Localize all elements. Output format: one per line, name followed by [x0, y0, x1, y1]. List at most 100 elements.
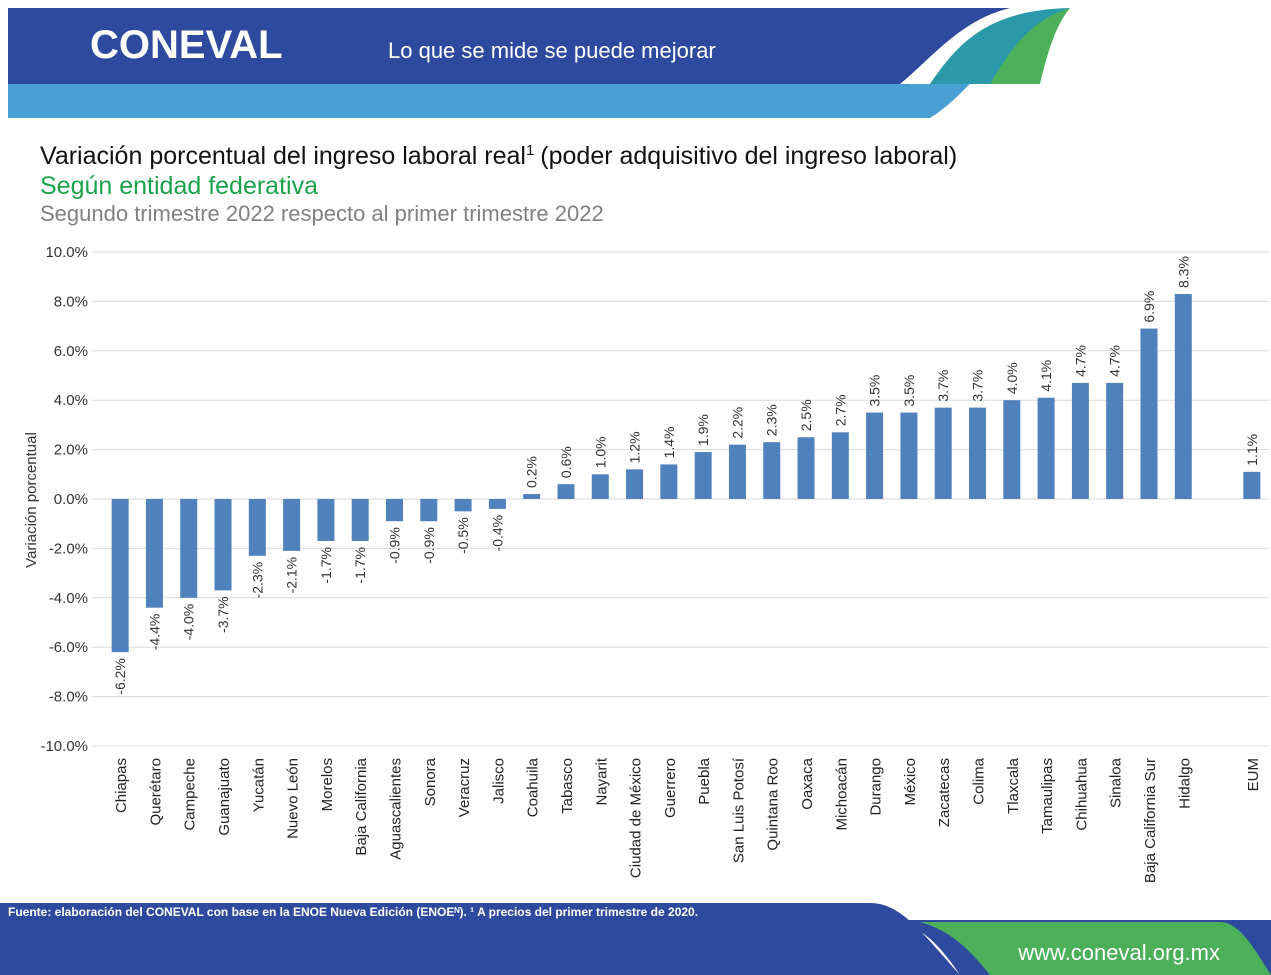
bar — [831, 432, 849, 499]
value-label: 3.5% — [901, 375, 917, 407]
bar — [420, 499, 438, 522]
y-tick-label: 6.0% — [54, 343, 88, 360]
bar — [797, 437, 815, 499]
y-tick-label: 0.0% — [54, 491, 88, 508]
footer-band — [0, 903, 960, 975]
bar — [866, 412, 884, 499]
value-label: -6.2% — [112, 658, 128, 695]
value-label: 3.7% — [970, 370, 986, 402]
bar — [386, 499, 403, 522]
x-tick-label: Guanajuato — [216, 758, 233, 836]
value-label: 3.7% — [935, 370, 951, 402]
value-label: 4.1% — [1038, 360, 1054, 392]
value-label: 4.7% — [1107, 345, 1123, 377]
bar — [145, 499, 163, 608]
value-label: -0.4% — [489, 515, 505, 552]
bar — [1243, 471, 1261, 499]
bar — [180, 499, 198, 598]
bar — [1140, 328, 1158, 499]
x-tick-label: Baja California — [353, 757, 370, 855]
tagline: Lo que se mide se puede mejorar — [388, 38, 716, 63]
y-tick-label: -2.0% — [49, 540, 88, 557]
value-label: 1.0% — [592, 436, 608, 468]
x-tick-label: Baja California Sur — [1142, 758, 1159, 883]
header-band-light — [8, 40, 1010, 118]
bar — [488, 499, 506, 509]
x-tick-label: Tlaxcala — [1005, 757, 1022, 814]
value-label: 1.4% — [661, 426, 677, 458]
value-label: 2.7% — [832, 394, 848, 426]
x-tick-label: EUM — [1245, 758, 1262, 791]
chart-subtitle2: Segundo trimestre 2022 respecto al prime… — [40, 201, 604, 226]
x-tick-label: Michoacán — [833, 758, 850, 831]
x-tick-label: Sonora — [422, 757, 439, 806]
value-label: 4.7% — [1072, 345, 1088, 377]
header-swoosh-green — [990, 8, 1070, 84]
bar — [1106, 382, 1124, 499]
x-tick-label: Querétaro — [147, 758, 164, 826]
x-tick-label: Puebla — [696, 757, 713, 804]
x-tick-label: Hidalgo — [1176, 758, 1193, 809]
y-tick-label: 8.0% — [54, 293, 88, 310]
value-label: -0.9% — [421, 527, 437, 564]
value-label: 6.9% — [1141, 291, 1157, 323]
x-tick-label: Quintana Roo — [765, 758, 782, 851]
value-label: -1.7% — [352, 547, 368, 584]
y-tick-label: -10.0% — [40, 738, 88, 755]
value-label: 3.5% — [867, 375, 883, 407]
bar — [351, 499, 369, 541]
value-label: 1.9% — [695, 414, 711, 446]
bar — [934, 407, 952, 499]
bar — [1003, 400, 1021, 499]
value-label: 4.0% — [1004, 362, 1020, 394]
y-tick-label: 2.0% — [54, 442, 88, 459]
x-tick-label: Coahuila — [525, 757, 542, 817]
x-tick-label: Zacatecas — [936, 758, 953, 827]
x-tick-label: Aguascalientes — [388, 758, 405, 860]
value-label: 1.1% — [1244, 434, 1260, 466]
bar — [557, 484, 575, 499]
x-tick-label: Veracruz — [456, 758, 473, 817]
value-label: 1.2% — [627, 431, 643, 463]
footer-url: www.coneval.org.mx — [1017, 940, 1220, 965]
x-tick-label: Nayarit — [593, 757, 610, 805]
value-label: -2.1% — [284, 557, 300, 594]
bar — [694, 452, 712, 499]
chart-subtitle: Según entidad federativa — [40, 172, 318, 200]
bar — [969, 407, 986, 499]
chart-title: Variación porcentual del ingreso laboral… — [40, 142, 957, 170]
value-label: 2.2% — [729, 407, 745, 439]
x-tick-label: Tamaulipas — [1039, 758, 1056, 834]
x-tick-label: San Luis Potosí — [730, 757, 747, 863]
y-tick-label: 4.0% — [54, 392, 88, 409]
x-tick-label: México — [902, 758, 919, 806]
x-tick-label: Guerrero — [662, 758, 679, 818]
x-tick-label: Nuevo León — [285, 758, 302, 839]
bar — [317, 499, 335, 541]
x-tick-label: Yucatán — [250, 758, 267, 812]
bar — [900, 412, 918, 499]
x-tick-label: Oaxaca — [799, 757, 816, 809]
bar — [728, 444, 746, 499]
value-label: -0.9% — [387, 527, 403, 564]
x-tick-label: Morelos — [319, 758, 336, 811]
bar — [248, 499, 266, 556]
y-tick-label: 10.0% — [45, 244, 88, 261]
footer-source: Fuente: elaboración del CONEVAL con base… — [8, 905, 698, 919]
value-label: 0.6% — [558, 446, 574, 478]
bar — [111, 499, 129, 653]
value-label: -1.7% — [318, 547, 334, 584]
value-label: 0.2% — [524, 456, 540, 488]
x-tick-label: Chiapas — [113, 758, 130, 813]
x-tick-label: Sinaloa — [1108, 757, 1125, 808]
value-label: -4.0% — [181, 604, 197, 641]
y-axis-label: Variación porcentual — [23, 432, 40, 568]
bar — [1037, 397, 1055, 499]
value-label: -2.3% — [249, 562, 265, 599]
x-tick-label: Colima — [971, 757, 988, 804]
bar — [283, 499, 301, 551]
bar — [660, 464, 678, 499]
bar — [214, 499, 232, 591]
bar — [1174, 293, 1192, 499]
x-tick-label: Chihuahua — [1073, 757, 1090, 830]
